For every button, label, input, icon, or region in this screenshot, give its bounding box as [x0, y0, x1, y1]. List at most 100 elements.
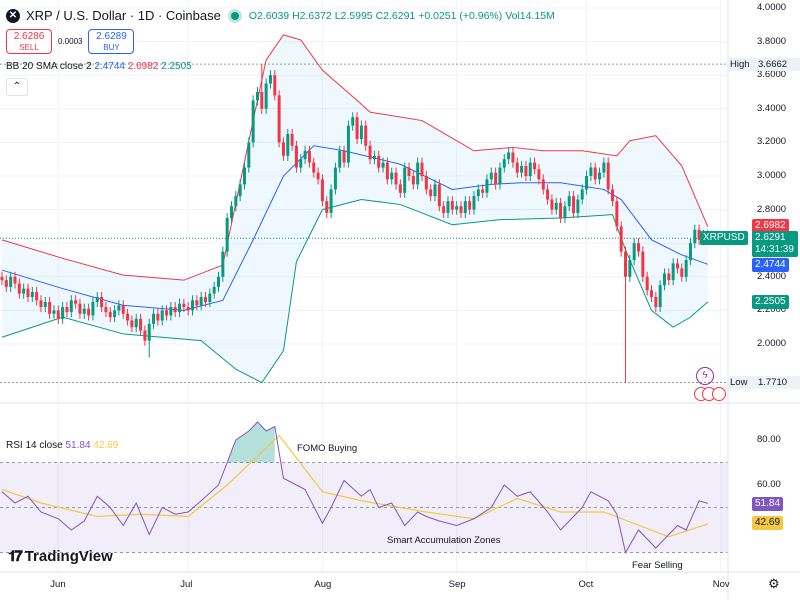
candle — [117, 300, 121, 316]
candle-body — [61, 307, 65, 319]
candle-body — [407, 167, 411, 176]
tradingview-logo-text: TradingView — [24, 548, 113, 565]
candle-body — [130, 320, 134, 328]
candle — [602, 157, 606, 178]
candle-body — [208, 293, 212, 302]
rsi-ma-value: 42.69 — [93, 440, 119, 451]
annotation-accumulation[interactable]: Smart Accumulation Zones — [387, 535, 501, 546]
candle — [533, 157, 537, 175]
candle-body — [585, 176, 589, 190]
buy-button[interactable]: 2.6289 BUY — [88, 29, 135, 54]
event-lightning-icon[interactable]: ϟ — [696, 367, 714, 385]
symbol-title[interactable]: XRP / U.S. Dollar · 1D · Coinbase — [26, 8, 221, 23]
low-label-box: Low 1.7710 — [728, 376, 800, 389]
rsi-tick: 80.00 — [757, 434, 781, 445]
candle-body — [69, 300, 73, 313]
candle — [4, 275, 8, 292]
candle-body — [147, 323, 151, 341]
candle-body — [433, 184, 437, 197]
candle — [186, 302, 190, 316]
candle-body — [559, 202, 563, 218]
candle — [290, 128, 294, 151]
candle — [554, 197, 558, 215]
time-tick: Sep — [448, 579, 466, 590]
candle-body — [169, 307, 173, 316]
candle-body — [351, 117, 355, 126]
candle-body — [273, 75, 277, 96]
bb-legend[interactable]: BB 20 SMA close 2 2.4744 2.6982 2.2505 — [6, 61, 192, 72]
candle-body — [420, 162, 424, 176]
candle — [87, 303, 91, 321]
candle-body — [637, 243, 641, 252]
candle — [61, 302, 65, 324]
candle — [628, 254, 632, 282]
rsi-ma-tag: 42.69 — [752, 516, 784, 530]
candle — [671, 258, 675, 286]
candle — [411, 170, 415, 190]
bollinger-bands — [1, 34, 709, 384]
candle — [619, 221, 623, 257]
candle-body — [294, 145, 298, 168]
candle — [550, 194, 554, 215]
candle-body — [424, 176, 428, 190]
rsi-pane — [0, 421, 728, 554]
candle-body — [312, 162, 316, 173]
candle — [394, 167, 398, 190]
candle-body — [381, 162, 385, 168]
bb-basis-value: 2.4744 — [94, 61, 125, 72]
candle — [91, 296, 95, 321]
candle — [100, 291, 104, 313]
gear-icon[interactable]: ⚙ — [768, 576, 780, 591]
candle-body — [632, 243, 636, 260]
candle — [320, 174, 324, 207]
candle-body — [684, 260, 688, 277]
event-flag-icon[interactable] — [712, 387, 726, 401]
candle-body — [212, 286, 216, 294]
candle-body — [598, 172, 602, 180]
candle — [212, 281, 216, 299]
candle-body — [385, 162, 389, 180]
candle-body — [624, 251, 628, 277]
price-tick: 2.2000 — [757, 304, 787, 316]
candle — [69, 295, 73, 318]
candle-body — [225, 218, 229, 252]
candle-body — [459, 206, 463, 213]
candle-body — [489, 172, 493, 180]
candle-body — [333, 167, 337, 190]
candle — [0, 271, 4, 286]
annotation-fear[interactable]: Fear Selling — [632, 560, 683, 571]
candle — [255, 86, 259, 106]
candle-body — [4, 280, 8, 287]
candle-body — [520, 165, 524, 173]
annotation-fomo[interactable]: FOMO Buying — [297, 443, 358, 454]
collapse-legend-button[interactable]: ⌃ — [6, 78, 28, 96]
tradingview-logo[interactable]: 𝟏𝟕 TradingView — [8, 548, 113, 565]
candle — [242, 162, 246, 190]
candle-body — [572, 196, 576, 213]
candle-body — [78, 303, 82, 314]
candle-body — [26, 288, 30, 297]
candle-body — [645, 276, 649, 291]
sell-button[interactable]: 2.6286 SELL — [6, 29, 52, 54]
candle — [178, 298, 182, 318]
rsi-legend[interactable]: RSI 14 close 51.84 42.69 — [6, 440, 118, 451]
candle — [667, 268, 671, 286]
time-tick: Nov — [712, 579, 730, 590]
candle-body — [502, 159, 506, 168]
candle-body — [13, 276, 17, 284]
price-tick: 4.0000 — [757, 2, 787, 13]
event-icons[interactable] — [694, 387, 730, 401]
candle-body — [537, 169, 541, 180]
candle-body — [593, 167, 597, 180]
candle — [541, 174, 545, 195]
candle — [693, 224, 697, 249]
candle — [481, 184, 485, 198]
candle-body — [143, 330, 147, 341]
candle-body — [650, 290, 653, 297]
candle-body — [662, 273, 666, 286]
candle — [169, 302, 173, 321]
candle — [485, 174, 489, 198]
candle-body — [390, 172, 394, 180]
candle — [156, 308, 160, 326]
